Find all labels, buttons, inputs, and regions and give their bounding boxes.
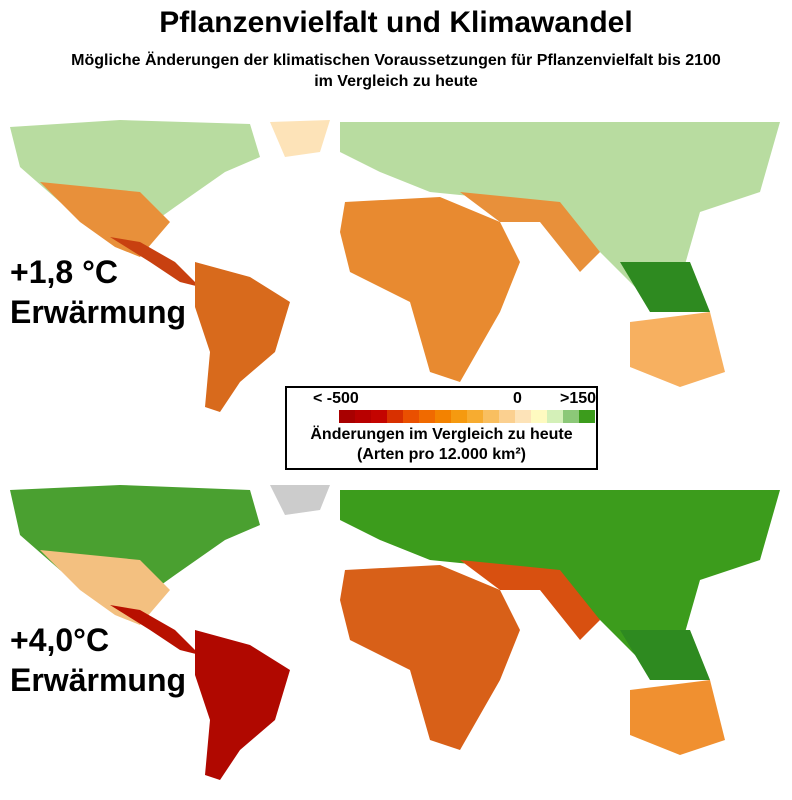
scenario-label-1: +1,8 °C Erwärmung [10, 252, 186, 332]
legend-swatch [563, 410, 579, 423]
subtitle-line-1: Mögliche Änderungen der klimatischen Vor… [71, 52, 721, 69]
legend-swatch [467, 410, 483, 423]
south-america [195, 262, 290, 412]
legend-swatch [419, 410, 435, 423]
central-america [110, 605, 200, 655]
australia [630, 312, 725, 387]
scenario-caption: Erwärmung [10, 294, 187, 330]
southeast-asia [620, 630, 710, 680]
map-scenario-4-0: +4,0°C Erwärmung [0, 480, 792, 780]
north-america-south [40, 182, 170, 257]
subtitle: Mögliche Änderungen der klimatischen Vor… [0, 50, 792, 92]
legend-swatch [579, 410, 595, 423]
australia [630, 680, 725, 755]
legend-swatch [451, 410, 467, 423]
legend-swatch [387, 410, 403, 423]
color-legend: < -500 0 >150 Änderungen im Vergleich zu… [285, 386, 598, 470]
scenario-temp: +4,0°C [10, 622, 110, 658]
greenland [270, 485, 330, 515]
legend-unit: (Arten pro 12.000 km²) [357, 446, 526, 463]
legend-swatch [547, 410, 563, 423]
legend-swatch [355, 410, 371, 423]
legend-swatch [483, 410, 499, 423]
legend-swatch [371, 410, 387, 423]
legend-caption: Änderungen im Vergleich zu heute [310, 426, 573, 443]
page-title: Pflanzenvielfalt und Klimawandel [159, 6, 633, 39]
asia-south [460, 192, 600, 272]
asia-south [460, 560, 600, 640]
southeast-asia [620, 262, 710, 312]
legend-color-bar [339, 410, 595, 423]
legend-zero-label: 0 [513, 390, 522, 407]
legend-swatch [403, 410, 419, 423]
legend-min-label: < -500 [313, 390, 359, 407]
central-america [110, 237, 200, 287]
legend-swatch [515, 410, 531, 423]
legend-max-label: >150 [560, 390, 597, 407]
subtitle-line-2: im Vergleich zu heute [314, 73, 478, 90]
legend-swatch [339, 410, 355, 423]
legend-swatch [499, 410, 515, 423]
map-scenario-1-8: +1,8 °C Erwärmung [0, 112, 792, 412]
legend-swatch [531, 410, 547, 423]
africa [340, 565, 520, 750]
legend-swatch [435, 410, 451, 423]
north-america-south [40, 550, 170, 625]
greenland [270, 120, 330, 157]
scenario-temp: +1,8 °C [10, 254, 118, 290]
scenario-caption: Erwärmung [10, 662, 187, 698]
africa [340, 197, 520, 382]
south-america [195, 630, 290, 780]
scenario-label-2: +4,0°C Erwärmung [10, 620, 186, 700]
